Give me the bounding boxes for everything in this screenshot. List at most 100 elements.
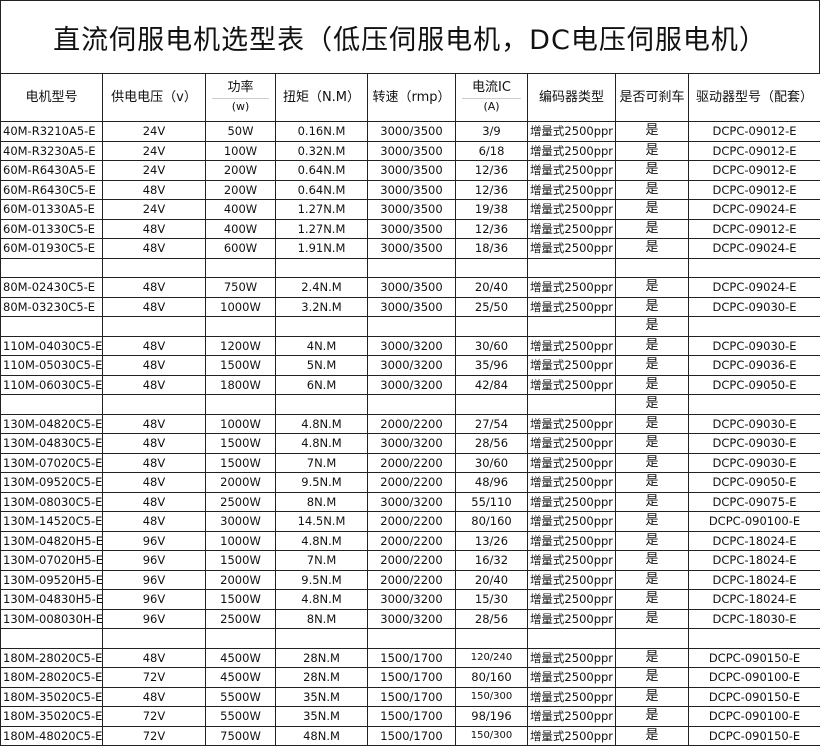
cell-driver-model: DCPC-090150-E: [688, 647, 820, 668]
cell-supply-voltage: 48V: [102, 452, 206, 473]
cell-torque: 35N.M: [275, 706, 368, 727]
cell-supply-voltage: 96V: [102, 530, 206, 551]
cell-current: 150/300: [455, 686, 528, 707]
cell-motor-model: 60M-01330A5-E: [0, 199, 103, 220]
cell-current: 12/36: [455, 218, 528, 239]
header-label: 电流IC: [472, 80, 511, 95]
cell-brake: [615, 628, 689, 649]
cell-speed: 1500/1700: [367, 725, 456, 746]
cell-encoder-type: 增量式2500ppr: [527, 667, 616, 688]
cell-motor-model: 40M-R3230A5-E: [0, 140, 103, 161]
cell-driver-model: DCPC-09024-E: [688, 238, 820, 259]
cell-torque: 4.8N.M: [275, 530, 368, 551]
table-row: 40M-R3230A5-E 24V 100W 0.32N.M 3000/3500 6/18…: [0, 140, 820, 161]
cell-motor-model: 180M-48020C5-E: [0, 725, 103, 746]
cell-power: 2000W: [205, 569, 276, 590]
cell-driver-model: DCPC-09012-E: [688, 121, 820, 142]
cell-brake: 是: [615, 355, 689, 376]
cell-brake: 是: [615, 706, 689, 727]
cell-speed: [367, 257, 456, 278]
cell-supply-voltage: 48V: [102, 686, 206, 707]
cell-current: 16/32: [455, 550, 528, 571]
cell-supply-voltage: 96V: [102, 608, 206, 629]
cell-motor-model: 80M-02430C5-E: [0, 277, 103, 298]
header-label: 电机型号: [25, 89, 78, 105]
cell-encoder-type: 增量式2500ppr: [527, 686, 616, 707]
cell-speed: 3000/3200: [367, 335, 456, 356]
cell-current: 20/40: [455, 569, 528, 590]
cell-speed: 2000/2200: [367, 550, 456, 571]
cell-current: 19/38: [455, 199, 528, 220]
cell-supply-voltage: 24V: [102, 140, 206, 161]
cell-torque: 4N.M: [275, 335, 368, 356]
cell-encoder-type: 增量式2500ppr: [527, 608, 616, 629]
cell-encoder-type: 增量式2500ppr: [527, 160, 616, 181]
cell-encoder-type: 增量式2500ppr: [527, 589, 616, 610]
cell-motor-model: [0, 628, 103, 649]
table-row: 130M-08030C5-E 48V 2500W 8N.M 3000/3200 55/11…: [0, 491, 820, 512]
cell-brake: 是: [615, 511, 689, 532]
cell-torque: 14.5N.M: [275, 511, 368, 532]
cell-motor-model: 110M-05030C5-E: [0, 355, 103, 376]
cell-driver-model: DCPC-09012-E: [688, 218, 820, 239]
cell-driver-model: DCPC-090100-E: [688, 667, 820, 688]
cell-speed: 3000/3200: [367, 491, 456, 512]
cell-encoder-type: 增量式2500ppr: [527, 569, 616, 590]
cell-power: 200W: [205, 160, 276, 181]
table-row: 130M-04820C5-E 48V 1000W 4.8N.M 2000/2200 27/…: [0, 413, 820, 434]
cell-supply-voltage: 72V: [102, 725, 206, 746]
cell-speed: [367, 316, 456, 337]
cell-supply-voltage: 96V: [102, 569, 206, 590]
cell-current: 25/50: [455, 296, 528, 317]
cell-supply-voltage: 24V: [102, 199, 206, 220]
header-label: 扭矩（N.M）: [282, 89, 361, 105]
cell-current: 55/110: [455, 491, 528, 512]
cell-driver-model: DCPC-18030-E: [688, 608, 820, 629]
cell-driver-model: DCPC-09030-E: [688, 413, 820, 434]
cell-supply-voltage: [102, 316, 206, 337]
page-title: 直流伺服电机选型表（低压伺服电机，DC电压伺服电机）: [0, 0, 820, 73]
cell-driver-model: DCPC-09050-E: [688, 472, 820, 493]
table-row: 130M-14520C5-E 48V 3000W 14.5N.M 2000/2200 80…: [0, 511, 820, 532]
cell-current: 30/60: [455, 452, 528, 473]
cell-brake: 是: [615, 218, 689, 239]
cell-supply-voltage: 48V: [102, 179, 206, 200]
cell-speed: 3000/3500: [367, 296, 456, 317]
cell-speed: 3000/3200: [367, 433, 456, 454]
header-torque: 扭矩（N.M）: [275, 73, 368, 122]
cell-brake: 是: [615, 569, 689, 590]
cell-motor-model: 60M-R6430C5-E: [0, 179, 103, 200]
cell-speed: 2000/2200: [367, 511, 456, 532]
table-row: 130M-04830C5-E 48V 1500W 4.8N.M 3000/3200 28/…: [0, 433, 820, 454]
table-row: 60M-01330A5-E 24V 400W 1.27N.M 3000/3500 19/3…: [0, 199, 820, 220]
cell-current: 12/36: [455, 179, 528, 200]
table-row: 60M-01330C5-E 48V 400W 1.27N.M 3000/3500 12/3…: [0, 218, 820, 239]
cell-brake: 是: [615, 160, 689, 181]
cell-brake: 是: [615, 550, 689, 571]
cell-driver-model: [688, 316, 820, 337]
cell-current: 28/56: [455, 433, 528, 454]
cell-torque: 1.27N.M: [275, 199, 368, 220]
cell-supply-voltage: 96V: [102, 589, 206, 610]
cell-supply-voltage: 48V: [102, 413, 206, 434]
cell-brake: 是: [615, 316, 689, 337]
cell-power: 750W: [205, 277, 276, 298]
cell-torque: 4.8N.M: [275, 589, 368, 610]
cell-current: 18/36: [455, 238, 528, 259]
cell-supply-voltage: 48V: [102, 647, 206, 668]
cell-motor-model: 60M-R6430A5-E: [0, 160, 103, 181]
cell-brake: 是: [615, 199, 689, 220]
table-row: 110M-04030C5-E 48V 1200W 4N.M 3000/3200 30/60…: [0, 335, 820, 356]
cell-motor-model: 130M-04820H5-E: [0, 530, 103, 551]
cell-brake: 是: [615, 452, 689, 473]
cell-current: 15/30: [455, 589, 528, 610]
cell-motor-model: 60M-01930C5-E: [0, 238, 103, 259]
header-label: 驱动器型号（配套）: [695, 89, 813, 105]
cell-driver-model: DCPC-090100-E: [688, 511, 820, 532]
cell-torque: 8N.M: [275, 608, 368, 629]
cell-power: 100W: [205, 140, 276, 161]
cell-current: 98/196: [455, 706, 528, 727]
cell-driver-model: DCPC-18024-E: [688, 589, 820, 610]
header-power: 功率 (w): [205, 73, 276, 122]
table-row: [0, 628, 820, 649]
